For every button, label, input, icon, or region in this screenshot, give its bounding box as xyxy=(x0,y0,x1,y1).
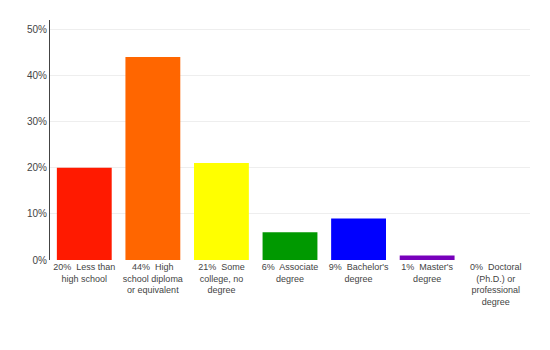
svg-text:50%: 50% xyxy=(27,24,47,35)
svg-text:30%: 30% xyxy=(27,116,47,127)
svg-text:0% Doctoral(Ph.D.) orprofessi: 0% Doctoral(Ph.D.) orprofessionaldegree xyxy=(470,262,522,307)
svg-text:10%: 10% xyxy=(27,208,47,219)
svg-text:9% Bachelor'sdegree: 9% Bachelor'sdegree xyxy=(329,262,389,284)
svg-text:6% Associatedegree: 6% Associatedegree xyxy=(262,262,319,284)
svg-text:44% Highschool diplomaor equi: 44% Highschool diplomaor equivalent xyxy=(123,262,183,295)
svg-text:0%: 0% xyxy=(33,255,48,266)
svg-text:40%: 40% xyxy=(27,70,47,81)
svg-text:20% Less thanhigh school: 20% Less thanhigh school xyxy=(53,262,115,284)
svg-text:1% Master'sdegree: 1% Master'sdegree xyxy=(401,262,453,284)
svg-text:21% Somecollege, nodegree: 21% Somecollege, nodegree xyxy=(198,262,245,295)
svg-text:20%: 20% xyxy=(27,162,47,173)
